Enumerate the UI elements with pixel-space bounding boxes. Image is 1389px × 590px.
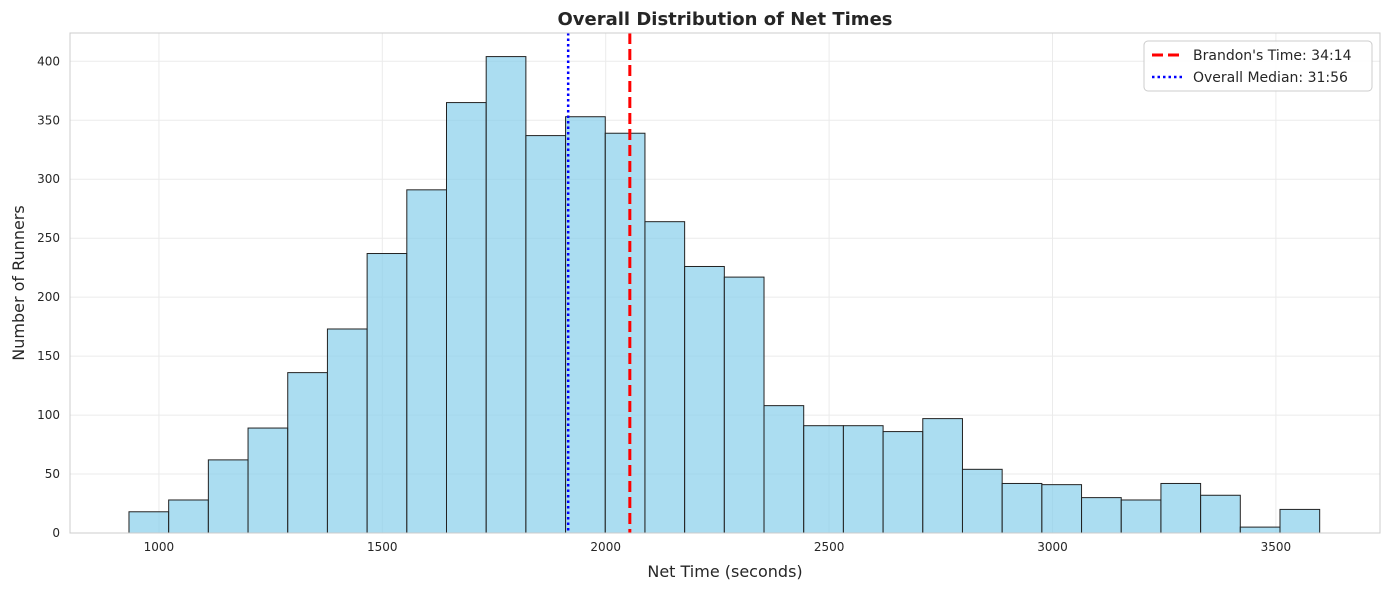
histogram-bar bbox=[128, 511, 170, 534]
y-tick-label: 150 bbox=[37, 349, 60, 363]
histogram-bar bbox=[247, 427, 289, 534]
histogram-bar bbox=[1239, 526, 1281, 534]
histogram-bar bbox=[644, 221, 686, 534]
x-tick-label: 1500 bbox=[367, 540, 398, 554]
x-tick-label: 3500 bbox=[1261, 540, 1292, 554]
histogram-bar bbox=[882, 431, 924, 534]
histogram-bar bbox=[525, 135, 567, 534]
histogram-bar bbox=[922, 418, 963, 534]
histogram-bar bbox=[406, 189, 447, 534]
legend: Brandon's Time: 34:14 Overall Median: 31:… bbox=[1143, 40, 1373, 92]
legend-box bbox=[1143, 40, 1373, 92]
y-tick-label: 100 bbox=[37, 408, 60, 422]
y-tick-label: 400 bbox=[37, 54, 60, 68]
y-tick-label: 50 bbox=[45, 467, 60, 481]
y-tick-label: 350 bbox=[37, 113, 60, 127]
histogram-bar bbox=[961, 468, 1003, 534]
histogram-bar bbox=[723, 276, 765, 534]
histogram-bar bbox=[1279, 508, 1321, 534]
x-tick-label: 3000 bbox=[1037, 540, 1068, 554]
histogram-bar bbox=[1120, 499, 1162, 534]
histogram-bar bbox=[803, 425, 844, 534]
histogram-bar bbox=[604, 132, 646, 534]
legend-entry: Brandon's Time: 34:14 bbox=[1193, 48, 1352, 64]
histogram-bar bbox=[1200, 494, 1241, 534]
y-tick-label: 250 bbox=[37, 231, 60, 245]
x-tick-label: 2000 bbox=[590, 540, 621, 554]
y-tick-label: 300 bbox=[37, 172, 60, 186]
histogram-bar bbox=[1001, 482, 1043, 534]
histogram-bar bbox=[326, 328, 368, 534]
histogram-bar bbox=[565, 116, 606, 534]
histogram-bar bbox=[207, 459, 249, 534]
histogram-bar bbox=[168, 499, 209, 534]
histogram-bar bbox=[1160, 482, 1202, 534]
x-tick-label: 2500 bbox=[814, 540, 845, 554]
histogram-bar bbox=[842, 425, 884, 534]
plot-frame bbox=[69, 32, 1381, 534]
histogram-bar bbox=[1081, 497, 1122, 534]
histogram-bar bbox=[1041, 484, 1083, 534]
histogram-bar bbox=[485, 56, 527, 534]
y-tick-label: 200 bbox=[37, 290, 60, 304]
chart-title: Overall Distribution of Net Times bbox=[557, 9, 892, 30]
histogram-bar bbox=[763, 405, 805, 534]
histogram-bar bbox=[287, 372, 328, 534]
y-axis-label: Number of Runners bbox=[9, 205, 28, 360]
histogram-bar bbox=[366, 253, 408, 534]
y-tick-label: 0 bbox=[52, 526, 60, 540]
x-axis-label: Net Time (seconds) bbox=[647, 562, 802, 581]
histogram-bar bbox=[684, 265, 725, 534]
x-tick-label: 1000 bbox=[144, 540, 175, 554]
legend-entry: Overall Median: 31:56 bbox=[1193, 70, 1348, 86]
histogram-bar bbox=[445, 102, 487, 534]
